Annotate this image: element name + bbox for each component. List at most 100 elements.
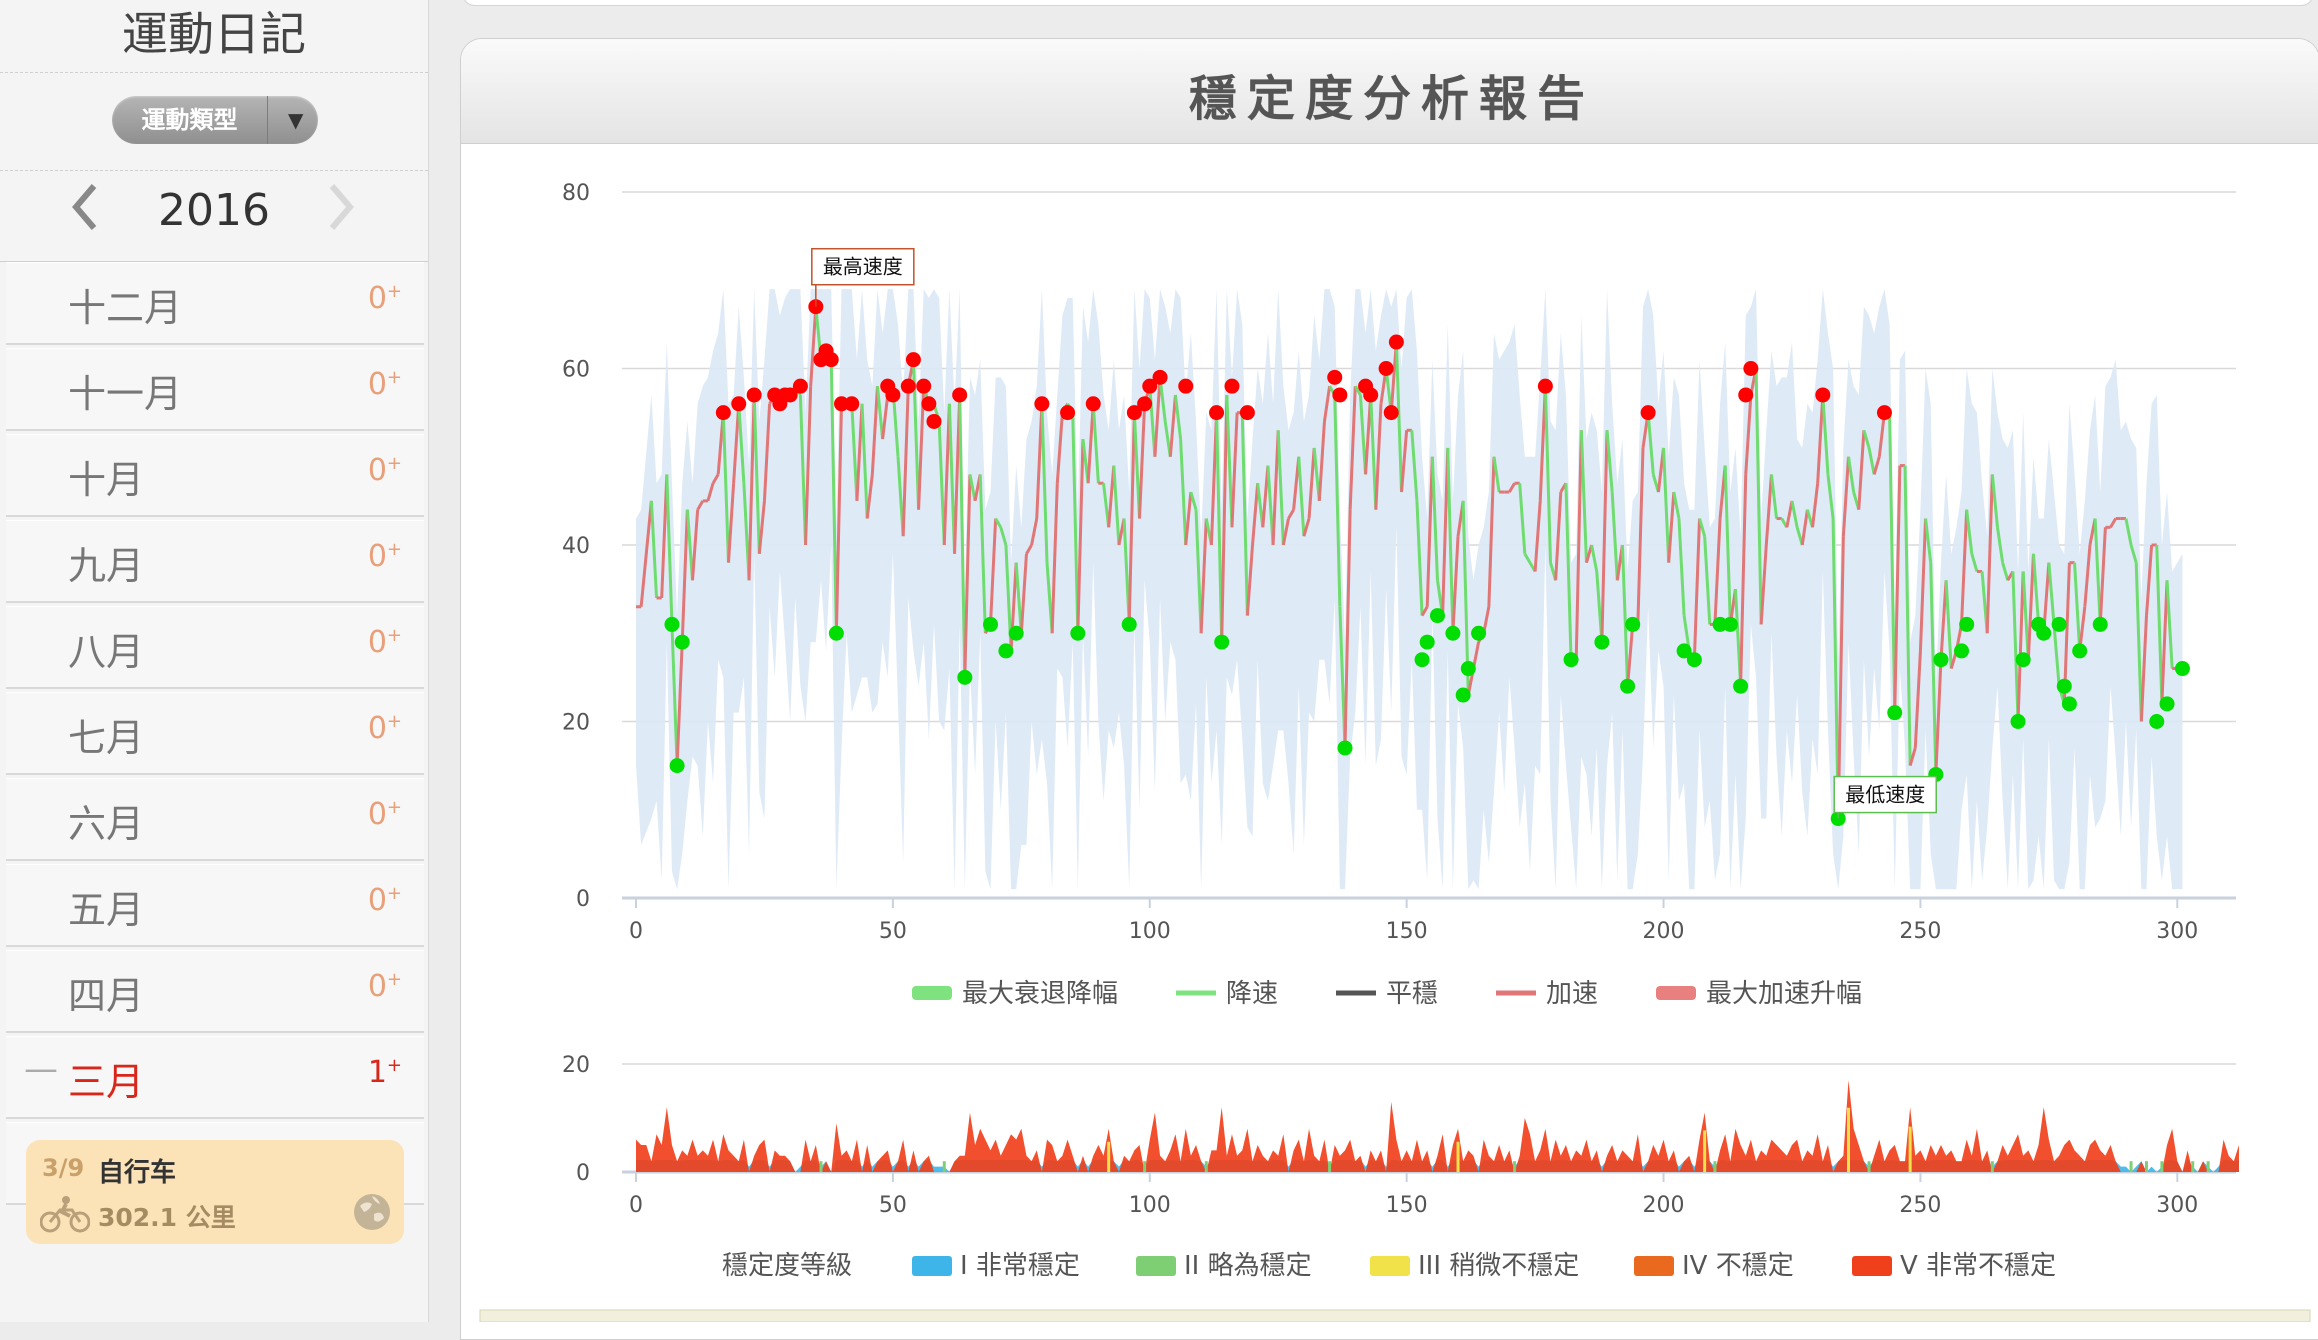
x-tick-label: 150: [1386, 1193, 1428, 1218]
y-tick-label: 20: [562, 711, 590, 736]
max-point: [834, 396, 850, 412]
min-point: [2061, 696, 2077, 712]
speed-segment: [1862, 429, 1871, 449]
chevron-left-icon[interactable]: [70, 177, 100, 247]
max-point: [1876, 405, 1892, 421]
annotation-label: 最高速度: [823, 255, 903, 279]
panel-header: 穩定度分析報告: [461, 39, 2318, 144]
legend-label: 平穩: [1386, 979, 1438, 1009]
month-item[interactable]: 十二月 0+: [6, 262, 424, 345]
activity-card[interactable]: 3/9 自行车 302.1 公里: [26, 1140, 404, 1244]
legend-swatch: [1136, 1256, 1176, 1276]
speed-segment: [1831, 518, 1840, 819]
chevron-right-icon[interactable]: [326, 177, 356, 247]
speed-segment: [1348, 386, 1357, 510]
speed-segment: [1867, 447, 1876, 475]
speed-chart: 0 20 40 60 80 0 50 100 150 200 250 300 最高速度最低速度最大衰退降…: [562, 181, 2236, 1009]
speed-segment: [809, 306, 818, 387]
speed-segment: [1508, 482, 1516, 493]
speed-segment: [1322, 385, 1332, 422]
y-tick-label: 0: [576, 1161, 590, 1186]
speed-segment: [1184, 491, 1193, 546]
month-item[interactable]: 七月 0+: [6, 692, 424, 775]
speed-segment: [947, 403, 957, 554]
min-point: [1008, 625, 1024, 641]
speed-segment: [1451, 536, 1460, 634]
speed-segment: [834, 403, 844, 634]
speed-segment: [1492, 456, 1501, 493]
min-point: [1625, 616, 1641, 632]
sport-type-dropdown[interactable]: 運動類型 ▼: [112, 96, 318, 144]
speed-segment: [660, 474, 669, 599]
speed-segment: [1847, 456, 1856, 493]
speed-segment: [1430, 456, 1439, 581]
legend-label: I 非常穩定: [960, 1251, 1080, 1281]
speed-segment: [1646, 412, 1655, 475]
month-count: 0+: [367, 797, 402, 832]
speed-segment: [649, 500, 659, 599]
sidebar-title: 運動日記: [0, 0, 428, 73]
bicycle-icon: [39, 1194, 91, 1238]
max-point: [1640, 405, 1656, 421]
max-point: [731, 396, 747, 412]
max-point: [905, 352, 921, 368]
speed-segment: [1050, 483, 1059, 634]
month-item[interactable]: 十月 0+: [6, 434, 424, 517]
month-item[interactable]: 五月 0+: [6, 864, 424, 947]
speed-segment: [1924, 518, 1933, 563]
speed-segment: [639, 500, 653, 607]
legend-label: III 稍微不穩定: [1418, 1251, 1579, 1281]
month-item[interactable]: 六月 0+: [6, 778, 424, 861]
speed-segment: [691, 509, 700, 581]
speed-segment: [2047, 562, 2056, 625]
stability-area-level-5: [636, 1080, 2239, 1172]
x-tick-label: 0: [629, 1193, 643, 1218]
min-point: [2092, 616, 2108, 632]
speed-segment: [1600, 430, 1609, 643]
speed-segment: [1358, 394, 1368, 475]
speed-segment: [2093, 518, 2102, 625]
month-name: 五月: [68, 888, 145, 932]
speed-segment: [1893, 465, 1902, 713]
min-point: [2174, 661, 2190, 677]
speed-segment: [1692, 518, 1702, 660]
month-item[interactable]: 八月 0+: [6, 606, 424, 689]
max-point: [952, 387, 968, 403]
speed-segment: [737, 403, 746, 484]
speed-segment: [1317, 421, 1326, 501]
speed-segment: [1790, 500, 1799, 528]
min-point: [1676, 643, 1692, 659]
min-point: [1620, 678, 1636, 694]
speed-segment: [1199, 518, 1208, 634]
min-point: [2010, 714, 2026, 729]
legend-swatch: [912, 986, 952, 1000]
speed-segment: [1713, 518, 1722, 625]
collapse-icon[interactable]: —: [24, 1049, 58, 1089]
month-item[interactable]: — 三月 1+: [6, 1036, 424, 1119]
speed-segment: [1446, 447, 1455, 634]
min-point: [1954, 643, 1970, 659]
min-point: [828, 625, 844, 641]
max-point: [1383, 405, 1399, 421]
speed-segment: [942, 403, 951, 546]
month-item[interactable]: 九月 0+: [6, 520, 424, 603]
max-point: [1126, 405, 1142, 421]
speed-segment: [1307, 447, 1316, 519]
speed-segment: [804, 386, 813, 546]
speed-segment: [2021, 571, 2030, 660]
max-point: [1815, 387, 1831, 403]
speed-segment: [1759, 544, 1768, 625]
month-item[interactable]: 十一月 0+: [6, 348, 424, 431]
speed-segment: [865, 474, 874, 519]
legend-label: 加速: [1546, 979, 1598, 1009]
globe-icon[interactable]: [352, 1192, 392, 1236]
speed-segment: [1019, 553, 1028, 634]
month-item[interactable]: 四月 0+: [6, 950, 424, 1033]
speed-segment: [1826, 474, 1835, 519]
speed-segment: [1415, 500, 1424, 616]
legend-label: IV 不穩定: [1682, 1251, 1794, 1281]
month-count: 0+: [367, 539, 402, 574]
max-point: [1085, 396, 1101, 412]
speed-segment: [1960, 509, 1969, 625]
